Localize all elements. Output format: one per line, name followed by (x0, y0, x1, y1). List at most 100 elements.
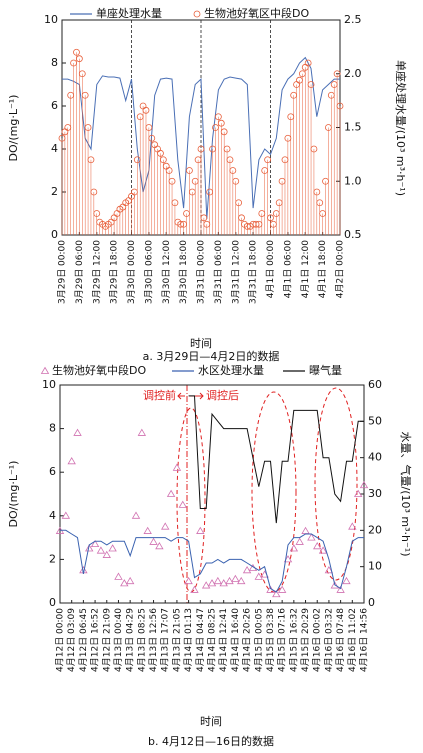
point (229, 167, 237, 174)
x-axis-label: 时间 (200, 715, 222, 728)
y-tick-label: 8 (49, 422, 56, 435)
y2-axis-label: 水量、气量/(10³ m³·h⁻¹) (399, 431, 413, 556)
x-tick-label: 4月1日 00:00 (265, 240, 276, 299)
y2-tick-label: 30 (368, 487, 382, 500)
series-line (62, 56, 340, 219)
y2-tick-label: 20 (368, 523, 382, 536)
point (219, 579, 228, 587)
x-tick-label: 4月16日 03:32 (323, 608, 334, 672)
legend-label: 水区处理水量 (198, 364, 264, 377)
point (93, 210, 101, 217)
y2-tick-label: 0.5 (344, 228, 362, 241)
annotation: 调控后 (206, 388, 239, 402)
point (196, 526, 205, 534)
legend-swatch (40, 366, 50, 374)
y-tick-label: 0 (51, 228, 58, 241)
x-tick-label: 4月12日 21:09 (101, 608, 112, 672)
point (61, 511, 71, 519)
point (149, 537, 158, 545)
y2-tick-label: 1.5 (344, 121, 362, 134)
x-tick-label: 4月15日 07:16 (277, 608, 288, 672)
y2-axis-label: 单座处理水量/(10³ m³·h⁻¹) (394, 60, 408, 196)
y-tick-label: 4 (49, 509, 56, 522)
x-tick-label: 4月14日 16:40 (230, 608, 241, 672)
point (353, 489, 363, 497)
point (295, 537, 304, 545)
point (184, 576, 193, 585)
point (242, 566, 252, 574)
arrow (177, 392, 185, 400)
x-tick-label: 4月12日 16:52 (90, 608, 101, 672)
point (155, 542, 164, 550)
y2-tick-label: 2.5 (344, 13, 362, 26)
point (145, 124, 153, 131)
point (213, 576, 223, 585)
highlight-ellipse (176, 407, 206, 593)
point (316, 199, 324, 207)
point (73, 428, 82, 436)
chart-title: a. 3月29日—4月2日的数据 (143, 349, 280, 363)
legend-swatch (193, 10, 201, 18)
x-tick-label: 4月16日 11:02 (347, 608, 358, 672)
legend-label: 生物池好氧区中段DO (204, 6, 309, 20)
x-tick-label: 4月13日 08:25 (136, 608, 147, 672)
point (159, 156, 167, 164)
point (197, 145, 205, 153)
y-tick-label: 10 (42, 378, 56, 391)
x-tick-label: 4月1日 18:00 (317, 240, 328, 299)
point (186, 167, 193, 174)
x-tick-label: 3月29日 12:00 (91, 240, 102, 304)
x-tick-label: 4月2日 00:00 (335, 240, 346, 299)
y2-tick-label: 50 (368, 414, 382, 427)
x-tick-label: 3月30日 12:00 (161, 240, 172, 304)
x-tick-label: 4月14日 01:13 (183, 608, 194, 672)
y-tick-label: 4 (51, 142, 58, 155)
x-axis-label: 时间 (190, 337, 212, 350)
x-tick-label: 3月29日 06:00 (74, 240, 85, 304)
chart-title: b. 4月12日—16日的数据 (148, 734, 274, 748)
y2-tick-label: 0 (368, 596, 375, 609)
point (120, 579, 129, 587)
point (336, 585, 345, 593)
y-tick-label: 10 (44, 13, 58, 26)
x-tick-label: 3月29日 18:00 (109, 240, 120, 304)
point (157, 149, 164, 157)
point (168, 177, 176, 185)
point (142, 106, 150, 114)
point (264, 156, 272, 164)
x-tick-label: 3月31日 06:00 (213, 240, 224, 304)
x-tick-label: 4月13日 04:29 (125, 608, 136, 672)
y-tick-label: 6 (49, 465, 56, 478)
point (342, 576, 351, 585)
x-tick-label: 4月16日 14:56 (359, 608, 370, 672)
point (87, 156, 95, 164)
x-tick-label: 3月30日 18:00 (178, 240, 189, 304)
y2-tick-label: 40 (368, 451, 382, 464)
x-tick-label: 3月31日 12:00 (230, 240, 241, 304)
annotation: 调控前 (143, 388, 176, 402)
x-tick-label: 4月14日 20:26 (242, 608, 253, 672)
y-tick-label: 8 (51, 56, 58, 69)
point (237, 576, 246, 585)
y2-tick-label: 60 (368, 378, 382, 391)
series-line (188, 395, 364, 524)
point (178, 500, 187, 508)
point (307, 533, 316, 541)
legend-label: 单座处理水量 (96, 6, 162, 20)
point (96, 546, 106, 554)
legend-label: 曝气量 (309, 363, 342, 377)
point (238, 214, 245, 222)
y-tick-label: 6 (51, 99, 58, 112)
point (272, 589, 281, 598)
point (90, 188, 98, 196)
point (336, 102, 344, 110)
point (114, 572, 123, 580)
highlight-ellipse (314, 387, 358, 581)
point (324, 566, 334, 574)
point (143, 526, 152, 534)
series-line (60, 529, 364, 593)
x-tick-label: 3月30日 00:00 (126, 240, 137, 304)
point (217, 119, 225, 127)
x-tick-label: 3月30日 06:00 (143, 240, 154, 304)
